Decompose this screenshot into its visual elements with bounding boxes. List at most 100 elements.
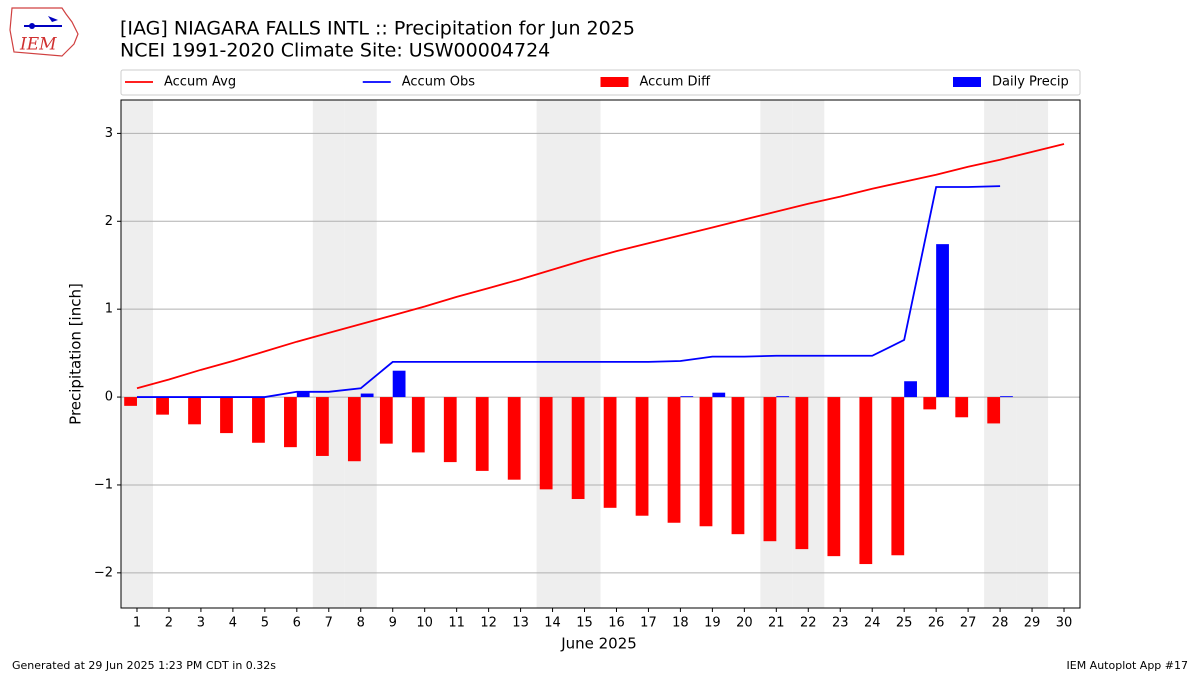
legend-label: Daily Precip xyxy=(992,75,1069,90)
y-tick-label: 0 xyxy=(105,390,113,405)
x-tick-label: 30 xyxy=(1056,616,1073,631)
bar xyxy=(795,397,809,550)
x-tick-label: 18 xyxy=(672,616,689,631)
logo-dot xyxy=(29,23,35,29)
y-tick-label: −2 xyxy=(94,565,113,580)
bar xyxy=(315,397,329,456)
x-tick-label: 15 xyxy=(576,616,593,631)
bar xyxy=(923,397,937,410)
legend-label: Accum Avg xyxy=(164,75,236,90)
bar xyxy=(124,397,137,406)
bar xyxy=(539,397,553,490)
x-tick-label: 19 xyxy=(704,616,721,631)
x-tick-label: 11 xyxy=(448,616,465,631)
plot-frame xyxy=(120,99,1081,609)
line xyxy=(136,143,1065,390)
bar xyxy=(411,397,425,453)
bar xyxy=(507,397,521,480)
legend: Accum Avg Accum Obs Accum Diff Daily Precip xyxy=(120,69,1081,96)
bar xyxy=(891,397,905,556)
weekend-shade xyxy=(568,100,601,608)
bar xyxy=(220,397,233,434)
bar xyxy=(284,397,297,448)
weekend-shade xyxy=(312,100,345,608)
bar xyxy=(904,381,917,398)
bar xyxy=(475,397,489,471)
weekend-shade xyxy=(984,100,1017,608)
x-axis-label: June 2025 xyxy=(560,635,637,653)
bar xyxy=(667,397,681,523)
bar xyxy=(987,397,1001,424)
bar xyxy=(1000,396,1013,398)
bar xyxy=(571,397,585,500)
y-tick-label: 2 xyxy=(105,214,113,229)
x-tick-label: 6 xyxy=(293,616,301,631)
x-tick-label: 5 xyxy=(261,616,269,631)
logo-text: IEM xyxy=(19,35,57,55)
logo-flag xyxy=(48,16,58,22)
line xyxy=(136,185,1001,398)
bar xyxy=(252,397,265,443)
bar xyxy=(936,244,949,398)
bar xyxy=(603,397,617,508)
x-tick-label: 20 xyxy=(736,616,753,631)
bar xyxy=(188,397,201,425)
x-tick-label: 14 xyxy=(544,616,561,631)
footer-right: IEM Autoplot App #17 xyxy=(1067,659,1189,672)
x-tick-label: 4 xyxy=(229,616,237,631)
legend-swatch xyxy=(953,77,981,87)
x-tick-label: 8 xyxy=(357,616,365,631)
weekend-shade xyxy=(536,100,569,608)
bar xyxy=(392,370,406,398)
logo: IEM xyxy=(9,7,79,57)
x-tick-label: 1 xyxy=(133,616,141,631)
x-tick-label: 22 xyxy=(800,616,817,631)
x-tick-label: 28 xyxy=(992,616,1009,631)
weekend-shade xyxy=(344,100,377,608)
weekend-shade xyxy=(1016,100,1049,608)
bar xyxy=(763,397,777,542)
x-tick-label: 10 xyxy=(416,616,433,631)
y-tick-label: −1 xyxy=(94,477,113,492)
x-tick-label: 2 xyxy=(165,616,173,631)
x-tick-label: 24 xyxy=(864,616,881,631)
x-tick-label: 3 xyxy=(197,616,205,631)
chart-subtitle: NCEI 1991-2020 Climate Site: USW00004724 xyxy=(120,40,550,62)
x-tick-label: 17 xyxy=(640,616,657,631)
logo-outline xyxy=(9,7,79,57)
x-tick-label: 16 xyxy=(608,616,625,631)
bar xyxy=(859,397,873,565)
x-tick-label: 26 xyxy=(928,616,945,631)
bar xyxy=(156,397,169,415)
x-tick-label: 23 xyxy=(832,616,849,631)
y-axis-label: Precipitation [inch] xyxy=(67,283,85,425)
bar xyxy=(776,396,790,398)
bar xyxy=(443,397,457,463)
legend-label: Accum Diff xyxy=(640,75,712,90)
bar xyxy=(296,391,310,398)
x-tick-label: 29 xyxy=(1024,616,1041,631)
bar xyxy=(347,397,361,462)
legend-swatch xyxy=(600,77,629,87)
bar xyxy=(731,397,745,535)
x-tick-label: 9 xyxy=(389,616,397,631)
x-tick-label: 13 xyxy=(512,616,529,631)
bar xyxy=(360,393,374,398)
bar xyxy=(955,397,969,418)
x-tick-label: 12 xyxy=(480,616,497,631)
y-tick-label: 3 xyxy=(105,126,113,141)
bar xyxy=(635,397,649,516)
footer-left: Generated at 29 Jun 2025 1:23 PM CDT in … xyxy=(12,659,276,672)
x-tick-label: 7 xyxy=(325,616,333,631)
x-tick-label: 21 xyxy=(768,616,785,631)
y-tick-label: 1 xyxy=(105,302,113,317)
bar xyxy=(712,392,726,398)
bar xyxy=(680,396,694,398)
bar xyxy=(699,397,713,527)
bar xyxy=(827,397,841,557)
chart-title: [IAG] NIAGARA FALLS INTL :: Precipitatio… xyxy=(120,18,635,40)
weekend-shade xyxy=(121,100,153,608)
legend-label: Accum Obs xyxy=(402,75,475,90)
x-tick-label: 27 xyxy=(960,616,977,631)
